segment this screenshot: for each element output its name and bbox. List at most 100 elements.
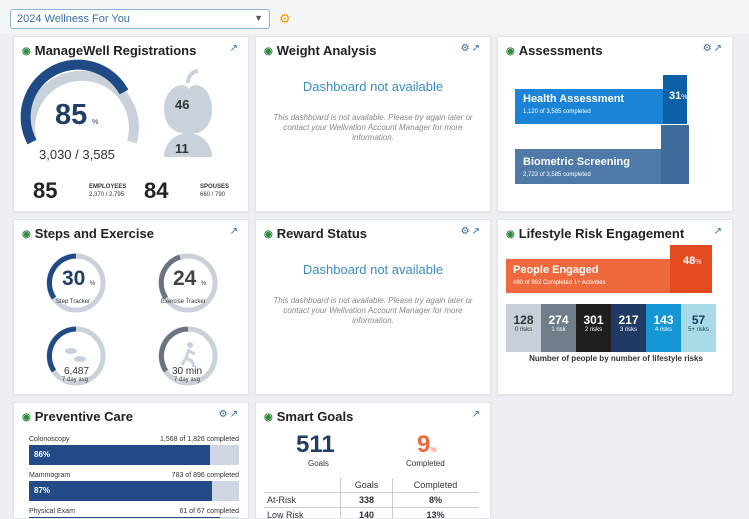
percent-sign: % xyxy=(92,119,99,126)
registration-main-pct: 85 xyxy=(55,99,88,131)
assessment-bar-health xyxy=(515,89,663,124)
preventive-label: Mammogram 783 of 896 completed xyxy=(29,472,239,479)
percent-sign: % xyxy=(201,281,207,287)
preventive-label: Physical Exam 61 of 67 completed xyxy=(29,508,239,515)
risk-count: 143 xyxy=(653,313,674,327)
chart-icon[interactable]: ⚙↗ xyxy=(460,226,482,237)
weight-analysis-card: ◉ Weight Analysis ⚙↗ Dashboard not availa… xyxy=(255,36,491,212)
engaged-pct: 48% xyxy=(683,255,702,267)
registrations-card: ◉ ManageWell Registrations ↗ 85 % 3,030 /… xyxy=(13,36,249,212)
preventive-name: Mammogram xyxy=(29,472,71,479)
risk-segment: 217 3 risks xyxy=(611,304,646,352)
avg-exercise: 30 min xyxy=(172,366,203,377)
eye-icon[interactable]: ◉ xyxy=(22,412,31,423)
risk-count: 57 xyxy=(691,313,706,327)
card-title: ◉ Steps and Exercise xyxy=(22,226,154,241)
completed-label: Completed xyxy=(406,459,445,468)
card-title: ◉ Smart Goals xyxy=(264,409,354,424)
preventive-row: Mammogram 783 of 896 completed 87% xyxy=(29,472,239,501)
preventive-label: Colonoscopy 1,568 of 1,826 completed xyxy=(29,436,239,443)
employees-count: 2,370 / 2,795 xyxy=(89,192,125,198)
risk-label: 1 risk xyxy=(551,327,566,333)
engaged-bar xyxy=(506,259,670,293)
steps-exercise-card: ◉ Steps and Exercise ↗ 30 % Step Tracker … xyxy=(13,219,249,395)
assessments-card: ◉ Assessments ⚙↗ Health Assessment 1,120 … xyxy=(497,36,733,212)
settings-gears-icon[interactable]: ⚙ xyxy=(279,11,291,26)
spouses-count: 660 / 790 xyxy=(200,192,226,198)
steps-graphics xyxy=(46,253,218,386)
eye-icon[interactable]: ◉ xyxy=(264,229,273,240)
chart-icon[interactable]: ↗ xyxy=(471,409,482,420)
preventive-fill: 87% xyxy=(29,481,212,501)
program-select[interactable]: 2024 Wellness For You ▼ xyxy=(10,9,270,29)
chart-icon[interactable]: ↗ xyxy=(229,226,240,237)
step-label: Step Tracker xyxy=(56,299,91,305)
chart-icon[interactable]: ↗ xyxy=(713,226,724,237)
risk-count: 301 xyxy=(583,313,604,327)
engaged-pct-block xyxy=(670,245,712,293)
assessment-name: Health Assessment xyxy=(523,93,625,105)
risk-segment: 274 1 risk xyxy=(541,304,576,352)
program-select-value: 2024 Wellness For You xyxy=(17,13,130,25)
card-title: ◉ Reward Status xyxy=(264,226,368,241)
card-title: ◉ Assessments xyxy=(506,43,603,58)
preventive-track xyxy=(29,517,239,518)
goals-label: Goals xyxy=(308,459,329,468)
preventive-detail: 783 of 896 completed xyxy=(171,472,239,479)
spouses-label: SPOUSES xyxy=(200,184,230,190)
eye-icon[interactable]: ◉ xyxy=(22,46,31,57)
assessment-pct: 76% xyxy=(691,137,711,151)
preventive-track: 87% xyxy=(29,481,239,501)
step-value: 30 xyxy=(62,267,86,290)
chart-icon[interactable]: ⚙↗ xyxy=(460,43,482,54)
smart-goals-table: Goals Completed At-Risk 338 8% Low Risk 140 1… xyxy=(264,478,478,518)
preventive-detail: 1,568 of 1,826 completed xyxy=(159,436,239,443)
risk-segment: 301 2 risks xyxy=(576,304,611,352)
assessment-name: Biometric Screening xyxy=(523,156,630,168)
engaged-label: People Engaged xyxy=(513,264,599,276)
chevron-down-icon: ▼ xyxy=(254,13,263,23)
preventive-care-card: ◉ Preventive Care ⚙↗ Colonoscopy 1,568 of… xyxy=(13,402,249,519)
employees-pct: 85 xyxy=(33,178,58,203)
percent-sign: % xyxy=(90,281,96,287)
preventive-fill xyxy=(29,517,221,518)
assessment-pct: 31% xyxy=(669,90,688,102)
risk-segment: 143 4 risks xyxy=(646,304,681,352)
risk-label: 0 risks xyxy=(514,327,533,333)
eye-icon[interactable]: ◉ xyxy=(506,229,515,240)
chart-icon[interactable]: ⚙↗ xyxy=(702,43,724,54)
card-title: ◉ Weight Analysis xyxy=(264,43,377,58)
eye-icon[interactable]: ◉ xyxy=(264,46,273,57)
eye-icon[interactable]: ◉ xyxy=(22,229,31,240)
risk-label: 5+ risks xyxy=(688,327,709,333)
eye-icon[interactable]: ◉ xyxy=(506,46,515,57)
preventive-track: 86% xyxy=(29,445,239,465)
risk-distribution: 128 0 risks 274 1 risk 301 2 risks 217 3 risks 1… xyxy=(506,304,716,352)
engaged-detail: 480 of 992 Completed 1+ Activities xyxy=(513,280,606,286)
risk-count: 128 xyxy=(513,313,534,327)
registrations-graphics xyxy=(20,59,212,157)
reward-status-card: ◉ Reward Status ⚙↗ Dashboard not availabl… xyxy=(255,219,491,395)
eye-icon[interactable]: ◉ xyxy=(264,412,273,423)
avg-steps-label: 7 day avg xyxy=(62,377,89,383)
assessment-bar-biometric xyxy=(515,149,661,184)
preventive-name: Colonoscopy xyxy=(29,436,70,443)
android-pct: 11 xyxy=(175,141,189,156)
dashboard-message: This dashboard is not available. Please … xyxy=(273,296,473,325)
preventive-row: Colonoscopy 1,568 of 1,826 completed 86% xyxy=(29,436,239,465)
dashboard-message: This dashboard is not available. Please … xyxy=(273,113,473,142)
risk-label: 3 risks xyxy=(619,327,638,333)
dashboard-not-available: Dashboard not available xyxy=(302,79,444,94)
avg-steps: 6,487 xyxy=(64,366,90,377)
lifestyle-risk-card: ◉ Lifestyle Risk Engagement ↗ People Enga… xyxy=(497,219,733,395)
risk-count: 274 xyxy=(548,313,569,327)
spouses-pct: 84 xyxy=(144,178,169,203)
exercise-label: Exercise Tracker xyxy=(161,299,206,305)
completed-pct: 9% xyxy=(417,431,437,458)
risk-segment: 128 0 risks xyxy=(506,304,541,352)
avg-exercise-label: 7 day avg xyxy=(174,377,201,383)
chart-icon[interactable]: ↗ xyxy=(229,43,240,54)
chart-icon[interactable]: ⚙↗ xyxy=(218,409,240,420)
risk-label: 2 risks xyxy=(584,327,603,333)
preventive-fill: 86% xyxy=(29,445,210,465)
